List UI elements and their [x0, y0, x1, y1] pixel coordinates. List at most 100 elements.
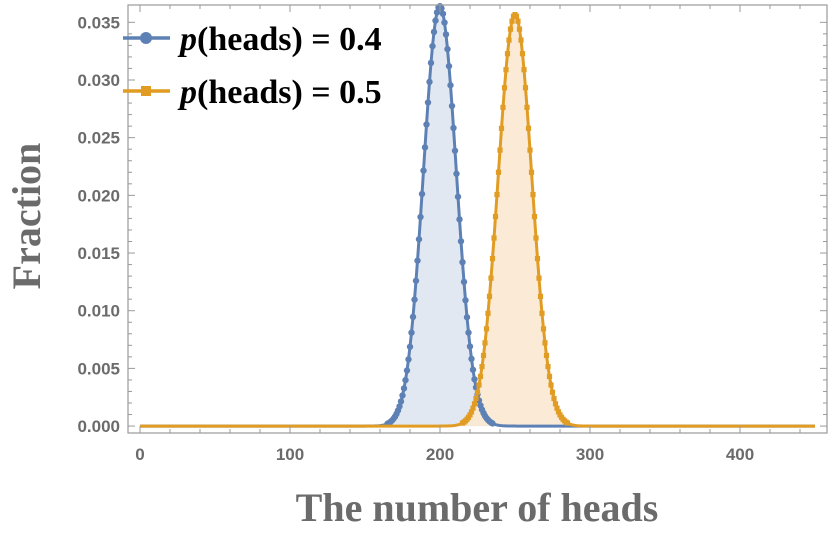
series-1-point	[444, 45, 451, 53]
series-2-point	[554, 405, 560, 411]
series-2-point	[483, 326, 490, 332]
series-1-point	[465, 329, 472, 336]
series-2-point	[491, 235, 497, 241]
series-1-point	[463, 314, 471, 321]
series-1-point	[441, 19, 448, 26]
legend-entry-label: p(heads) = 0.5	[177, 74, 382, 111]
plot-frame	[127, 4, 828, 434]
series-2-point	[506, 37, 512, 43]
series-2-point	[521, 67, 527, 73]
series-2-point	[467, 412, 473, 418]
series-2-point	[509, 18, 515, 24]
y-tick-label: 0.005	[77, 359, 120, 378]
x-tick-label: 200	[426, 445, 454, 464]
series-2-point	[525, 125, 532, 131]
y-tick-label: 0.015	[77, 244, 120, 263]
series-2-point	[474, 389, 481, 395]
series-2-point	[468, 409, 475, 415]
series-1-point	[451, 147, 459, 154]
series-2-point	[489, 255, 496, 262]
series-2-point	[534, 255, 541, 262]
series-1-point	[468, 355, 475, 363]
series-2-point	[564, 420, 571, 426]
series-2-point	[476, 382, 482, 388]
series-2-point	[482, 340, 488, 346]
series-2-point	[507, 26, 514, 32]
series-1-point	[409, 313, 417, 321]
series-2-point	[480, 352, 487, 359]
series-1-point	[406, 343, 414, 350]
series-1-point	[399, 392, 406, 399]
series-1-point	[445, 62, 453, 70]
y-tick-label: 0.020	[77, 186, 120, 205]
series-1-point	[421, 144, 429, 151]
series-1-point	[462, 297, 469, 304]
series-1-point	[471, 376, 478, 383]
series-1-point	[469, 366, 477, 373]
series-1-point	[405, 356, 412, 363]
series-2-point	[519, 51, 526, 57]
series-2-point	[492, 213, 499, 220]
y-tick-label: 0.035	[77, 13, 120, 32]
series-1-point	[417, 213, 424, 221]
series-2-point	[515, 18, 521, 24]
x-tick-label: 300	[576, 445, 604, 464]
series-1-point	[418, 190, 426, 198]
series-2-point	[501, 85, 508, 91]
series-1-point	[397, 398, 405, 405]
series-1-point	[411, 296, 418, 303]
series-2-point	[471, 401, 478, 407]
series-2-point	[527, 147, 533, 153]
x-tick-label: 100	[276, 445, 304, 464]
series-1-point	[408, 329, 415, 336]
series-2-point	[548, 382, 554, 388]
series-1-line	[140, 4, 815, 428]
series-1-point	[412, 277, 420, 284]
plot-border	[127, 4, 828, 434]
series-1-fill	[140, 6, 815, 427]
x-tick-label: 400	[726, 445, 754, 464]
series-1-point	[400, 385, 408, 392]
y-tick-label: 0.030	[77, 71, 120, 90]
series-1-point	[454, 193, 462, 200]
series-2-point	[543, 352, 550, 359]
series-2-point	[522, 85, 529, 91]
series-1-point	[453, 170, 460, 177]
series-2-point	[530, 191, 536, 198]
series-2-point	[545, 364, 551, 370]
series-1-point	[427, 59, 435, 67]
series-2-point	[537, 293, 544, 299]
series-1-point	[450, 124, 457, 132]
series-1-point	[466, 343, 474, 350]
legend: p(heads) = 0.4 p(heads) = 0.5	[123, 21, 382, 111]
series-2-point	[518, 37, 524, 43]
series-2-point	[486, 293, 493, 299]
series-2-point	[503, 67, 509, 73]
series-1-point	[432, 17, 439, 24]
legend-swatch-marker	[141, 86, 151, 96]
series-1-point	[447, 82, 454, 89]
series-2-point	[531, 213, 538, 220]
series-1-point	[429, 42, 436, 50]
series-2-point	[539, 310, 545, 316]
series-1-point	[403, 367, 411, 374]
series-1-point	[433, 9, 441, 16]
series-2-point	[513, 13, 520, 19]
series-1-point	[460, 278, 468, 286]
series-2-point	[516, 26, 523, 32]
series-1-point	[448, 102, 456, 110]
y-tick-label: 0.025	[77, 129, 120, 148]
series-2-point	[485, 310, 491, 316]
series-1-point	[430, 28, 438, 36]
series-1-point	[424, 99, 432, 106]
series-1-point	[426, 78, 433, 86]
series-2-point	[504, 51, 511, 57]
y-axis-ticks: 0.000 0.005 0.010 0.015 0.020 0.025 0.030 0.035	[77, 13, 827, 436]
series-1-point	[489, 420, 496, 427]
y-tick-label: 0.000	[77, 417, 120, 436]
series-2-point	[470, 405, 476, 411]
series-2-point	[542, 340, 548, 346]
series-2-point	[497, 147, 503, 153]
series-2-point	[524, 104, 530, 111]
